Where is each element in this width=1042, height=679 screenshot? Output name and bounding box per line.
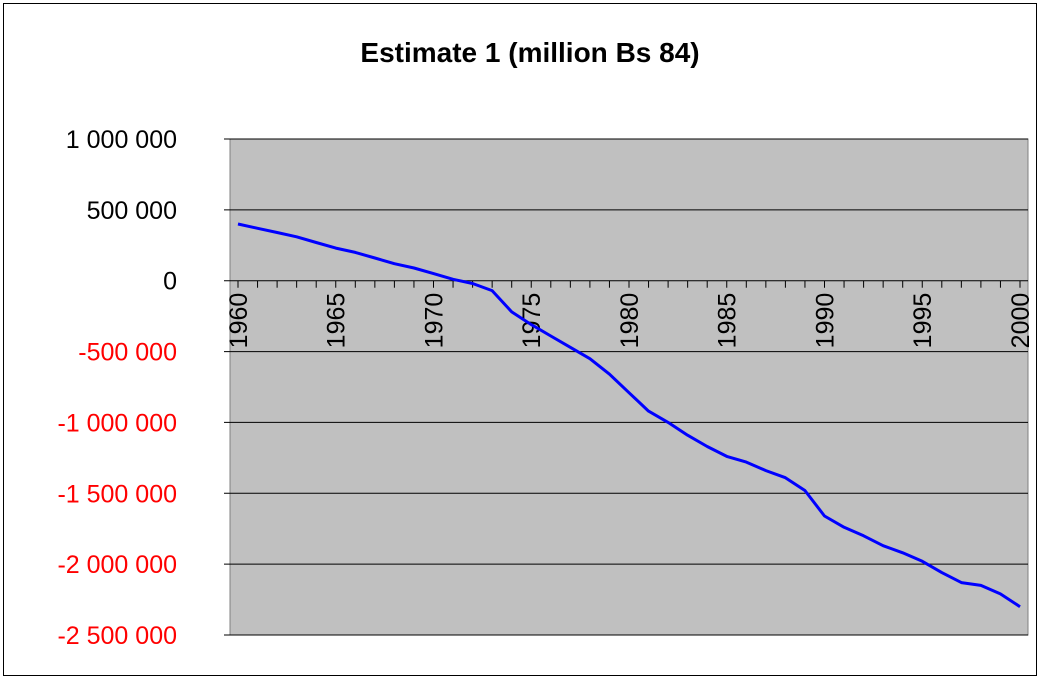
- x-tick-label: 1985: [714, 293, 742, 349]
- chart-title: Estimate 1 (million Bs 84): [360, 37, 699, 68]
- y-tick-label: 0: [163, 268, 177, 296]
- x-tick-label: 1990: [812, 293, 840, 349]
- chart-frame: Estimate 1 (million Bs 84) 1 000 000 500 …: [3, 3, 1037, 676]
- y-tick-label: 500 000: [87, 197, 177, 225]
- plot-area: [229, 138, 1029, 636]
- x-tick-label: 1965: [323, 293, 351, 349]
- x-tick-label: 1960: [225, 293, 253, 349]
- line-chart: Estimate 1 (million Bs 84) 1 000 000 500 …: [57, 37, 1035, 650]
- y-tick-label: -2 500 000: [57, 622, 177, 650]
- x-tick-label: 1980: [616, 293, 644, 349]
- y-tick-label: 1 000 000: [66, 126, 177, 154]
- y-tick-label: -1 000 000: [57, 409, 177, 437]
- x-tick-label: 1995: [909, 293, 937, 349]
- y-tick-label: -2 000 000: [57, 551, 177, 579]
- x-tick-label: 2000: [1007, 293, 1035, 349]
- x-tick-label: 1970: [421, 293, 449, 349]
- y-tick-label: -1 500 000: [57, 480, 177, 508]
- y-tick-label: -500 000: [78, 339, 177, 367]
